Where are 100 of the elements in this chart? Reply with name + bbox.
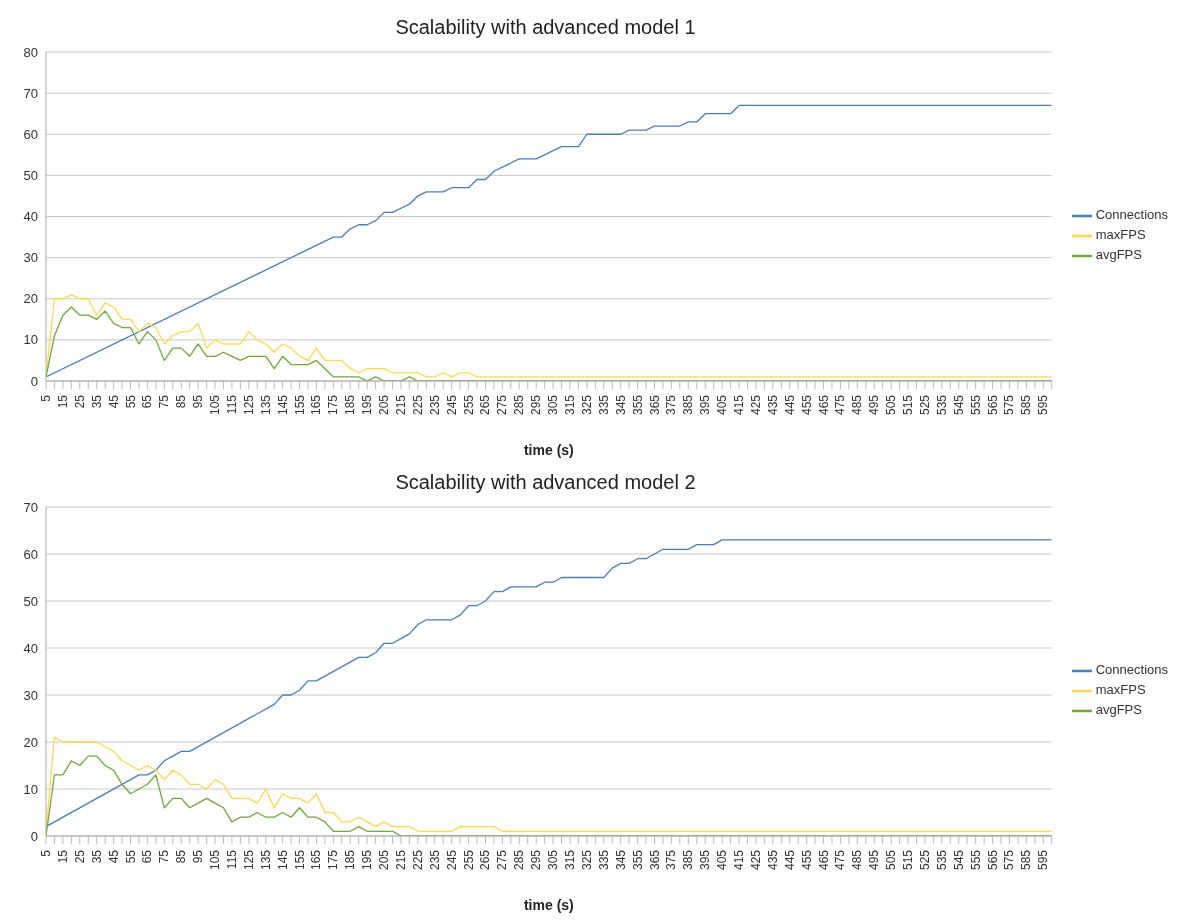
x-tick-label: 45 <box>106 849 121 864</box>
legend-label: avgFPS <box>1095 701 1142 717</box>
x-tick-label: 435 <box>765 849 780 871</box>
y-tick-label: 70 <box>23 499 38 515</box>
x-tick-label: 95 <box>191 394 206 409</box>
x-tick-label: 365 <box>647 394 662 416</box>
x-tick-label: 345 <box>613 849 628 871</box>
x-tick-label: 295 <box>529 394 544 416</box>
x-tick-label: 535 <box>934 394 949 416</box>
x-tick-label: 95 <box>191 849 206 864</box>
x-tick-label: 225 <box>410 849 425 871</box>
x-tick-label: 175 <box>326 849 341 871</box>
x-tick-label: 395 <box>698 849 713 871</box>
x-tick-label: 375 <box>664 394 679 416</box>
x-tick-label: 255 <box>461 394 476 416</box>
x-tick-label: 445 <box>782 849 797 871</box>
x-tick-label: 535 <box>934 849 949 871</box>
x-tick-label: 275 <box>495 849 510 871</box>
y-tick-label: 80 <box>23 44 38 60</box>
x-tick-label: 15 <box>55 394 70 409</box>
x-tick-label: 385 <box>681 394 696 416</box>
x-tick-label: 115 <box>224 394 239 415</box>
x-tick-label: 265 <box>478 394 493 416</box>
legend-label: Connections <box>1095 661 1168 677</box>
x-tick-label: 335 <box>596 849 611 871</box>
x-tick-label: 495 <box>867 849 882 871</box>
y-tick-label: 10 <box>23 781 38 797</box>
x-tick-label: 555 <box>968 849 983 871</box>
x-tick-label: 475 <box>833 849 848 871</box>
x-axis-title: time (s) <box>523 442 574 458</box>
x-tick-label: 415 <box>732 849 747 871</box>
x-tick-label: 5 <box>39 849 53 857</box>
x-tick-label: 315 <box>562 394 577 416</box>
legend-label: maxFPS <box>1095 226 1146 242</box>
x-tick-label: 395 <box>698 394 713 416</box>
x-tick-label: 595 <box>1036 849 1051 871</box>
y-tick-label: 10 <box>23 332 38 348</box>
x-tick-label: 555 <box>968 394 983 416</box>
x-tick-label: 135 <box>258 849 273 871</box>
x-tick-label: 195 <box>360 394 375 416</box>
x-tick-label: 305 <box>546 849 561 871</box>
x-tick-label: 155 <box>292 394 307 416</box>
y-tick-label: 50 <box>23 593 38 609</box>
x-tick-label: 145 <box>275 394 290 416</box>
x-tick-label: 505 <box>884 849 899 871</box>
x-tick-label: 185 <box>343 849 358 871</box>
x-tick-label: 125 <box>241 394 256 416</box>
y-tick-label: 40 <box>23 640 38 656</box>
x-tick-label: 35 <box>89 394 104 409</box>
x-tick-label: 405 <box>715 394 730 416</box>
x-tick-label: 235 <box>427 849 442 871</box>
x-tick-label: 365 <box>647 849 662 871</box>
x-tick-label: 85 <box>174 394 189 409</box>
x-tick-label: 415 <box>732 394 747 416</box>
x-tick-label: 435 <box>765 394 780 416</box>
x-tick-label: 495 <box>867 394 882 416</box>
x-tick-label: 205 <box>377 849 392 871</box>
x-tick-label: 35 <box>89 849 104 864</box>
x-tick-label: 15 <box>55 849 70 864</box>
y-tick-label: 30 <box>23 687 38 703</box>
x-tick-label: 505 <box>884 394 899 416</box>
x-tick-label: 245 <box>444 394 459 416</box>
x-tick-label: 445 <box>782 394 797 416</box>
x-tick-label: 195 <box>360 849 375 871</box>
x-tick-label: 55 <box>123 849 138 864</box>
x-tick-label: 585 <box>1019 394 1034 416</box>
y-tick-label: 0 <box>30 828 38 844</box>
x-tick-label: 75 <box>157 849 172 864</box>
y-tick-label: 60 <box>23 126 38 142</box>
x-tick-label: 485 <box>850 394 865 416</box>
x-tick-label: 325 <box>579 394 594 416</box>
chart-title: Scalability with advanced model 2 <box>394 471 697 494</box>
x-tick-label: 455 <box>799 849 814 871</box>
x-tick-label: 65 <box>140 394 155 409</box>
x-tick-label: 355 <box>630 394 645 416</box>
x-tick-label: 585 <box>1019 849 1034 871</box>
y-tick-label: 60 <box>23 546 38 562</box>
legend-label: maxFPS <box>1095 681 1146 697</box>
x-tick-label: 545 <box>951 394 966 416</box>
x-tick-label: 515 <box>901 394 916 416</box>
x-tick-label: 475 <box>833 394 848 416</box>
x-tick-label: 325 <box>579 849 594 871</box>
x-tick-label: 375 <box>664 849 679 871</box>
x-tick-label: 215 <box>393 394 408 416</box>
x-tick-label: 595 <box>1036 394 1051 416</box>
x-tick-label: 545 <box>951 849 966 871</box>
x-tick-label: 135 <box>258 394 273 416</box>
legend-label: avgFPS <box>1095 246 1142 262</box>
x-tick-label: 215 <box>393 849 408 871</box>
x-tick-label: 335 <box>596 394 611 416</box>
y-tick-label: 20 <box>23 291 38 307</box>
x-tick-label: 25 <box>72 849 87 864</box>
x-tick-label: 285 <box>512 394 527 416</box>
line-series <box>46 736 1052 832</box>
x-tick-label: 305 <box>546 394 561 416</box>
x-tick-label: 525 <box>917 394 932 416</box>
x-tick-label: 115 <box>224 849 239 870</box>
x-tick-label: 265 <box>478 849 493 871</box>
x-tick-label: 185 <box>343 394 358 416</box>
y-tick-label: 0 <box>30 373 38 389</box>
